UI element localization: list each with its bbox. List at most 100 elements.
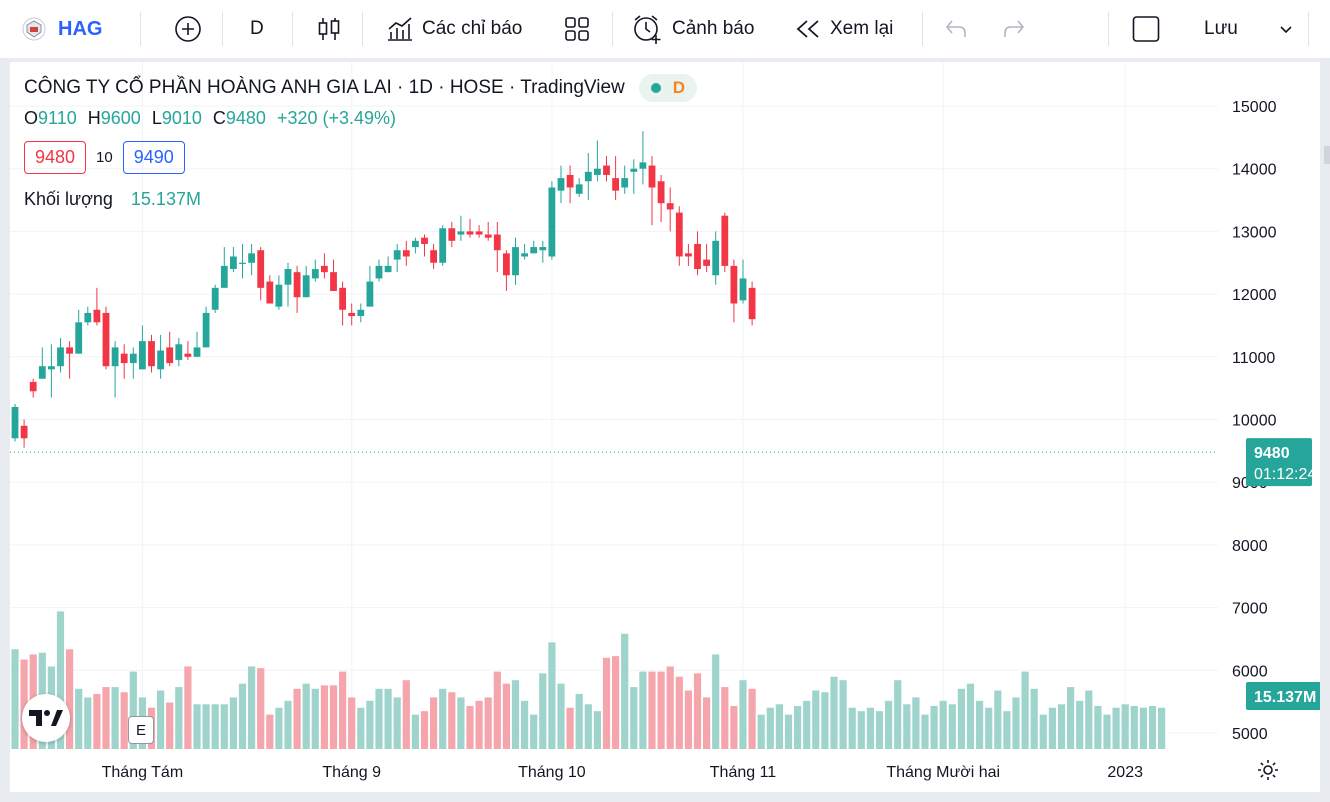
candle-body — [739, 278, 747, 301]
candle-body — [439, 228, 447, 263]
delay-badge-label: D — [672, 78, 686, 97]
interval-button[interactable]: D — [250, 0, 264, 58]
candle-body — [393, 250, 401, 260]
candle-body — [530, 247, 538, 254]
candle-body — [548, 187, 556, 257]
volume-bar — [66, 649, 74, 749]
volume-bar — [11, 649, 19, 749]
pane-resize-handle[interactable] — [1324, 146, 1330, 164]
volume-bar — [211, 704, 219, 749]
time-axis[interactable]: Tháng Tám Tháng 9 Tháng 10 Tháng 11 Tháng Mư… — [102, 764, 1143, 781]
compare-button[interactable] — [174, 0, 202, 58]
candle-body — [566, 174, 574, 188]
volume-bar — [302, 683, 310, 749]
save-button[interactable]: Lưu — [1204, 0, 1238, 58]
volume-bar — [193, 704, 201, 749]
volume-bar — [739, 680, 747, 749]
candle-body — [594, 168, 601, 175]
volume-bar — [866, 707, 874, 749]
chart-settings-button[interactable] — [1256, 758, 1280, 787]
candle-body — [166, 347, 174, 364]
price-axis[interactable]: 1500014000130001200011000100009000800070… — [1232, 99, 1277, 743]
volume-bar — [1103, 714, 1111, 749]
volume-bar — [120, 692, 128, 749]
candle-body — [230, 256, 237, 270]
candle-body — [603, 165, 610, 175]
chevron-down-icon — [1280, 26, 1292, 34]
volume-bar — [602, 657, 611, 749]
volume-bar — [584, 704, 592, 749]
candle-body — [657, 181, 665, 204]
price-chart[interactable]: 1500014000130001200011000100009000800070… — [10, 62, 1320, 792]
volume-bar — [985, 707, 993, 749]
volume-bar — [712, 654, 720, 749]
candle-body — [184, 353, 192, 357]
templates-button[interactable] — [564, 0, 590, 58]
volume-bar — [238, 683, 247, 749]
volume-bar — [957, 688, 965, 749]
volume-bar — [675, 676, 683, 749]
volume-bar — [639, 671, 647, 749]
volume-bar — [430, 697, 438, 749]
volume-bar — [202, 704, 210, 749]
candle-body — [575, 184, 583, 194]
close-value: 9480 — [225, 108, 266, 128]
volume-bar — [521, 700, 529, 749]
templates-icon — [565, 17, 589, 41]
open-value: 9110 — [38, 108, 77, 128]
candle-body — [675, 212, 683, 257]
redo-button[interactable] — [1002, 0, 1026, 58]
candle-body — [384, 265, 392, 273]
volume-bar — [329, 685, 338, 749]
candle-body — [102, 312, 110, 367]
candle-body — [75, 322, 83, 354]
volume-bar — [630, 687, 638, 749]
tradingview-logo-icon — [29, 710, 63, 726]
price-tick-label: 7000 — [1232, 601, 1268, 618]
market-status-badge[interactable]: D — [638, 74, 698, 102]
volume-bar — [320, 685, 328, 749]
candle-body — [412, 240, 419, 248]
volume-bar — [530, 714, 538, 749]
candle-body — [357, 309, 365, 317]
volume-bar — [921, 714, 929, 749]
candle-body — [139, 341, 146, 370]
candle-body — [557, 178, 565, 191]
indicators-button[interactable]: Các chỉ báo — [386, 0, 522, 58]
volume-bar — [621, 633, 629, 749]
candle-body — [148, 341, 155, 367]
price-tick-label: 5000 — [1232, 726, 1268, 743]
candle-body — [66, 347, 73, 354]
symbol-search-button[interactable]: HAG — [22, 0, 102, 58]
chart-type-button[interactable] — [316, 0, 342, 58]
candle-body — [93, 309, 101, 323]
price-tick-label: 14000 — [1232, 162, 1277, 179]
time-tick-label: Tháng Mười hai — [886, 764, 1000, 781]
candle-body — [11, 406, 19, 439]
candle-body — [202, 312, 210, 348]
save-menu-button[interactable] — [1278, 0, 1294, 58]
volume-bar — [593, 711, 601, 749]
candle-body — [20, 425, 28, 439]
alert-button[interactable]: Cảnh báo — [632, 0, 754, 58]
volume-value: 15.137M — [130, 189, 201, 209]
volume-bar — [357, 707, 365, 749]
fullscreen-button[interactable] — [1132, 0, 1160, 58]
redo-icon — [1004, 20, 1025, 37]
candle-body — [321, 265, 328, 273]
volume-bar — [1039, 714, 1047, 749]
sell-price-button[interactable]: 9480 — [24, 141, 87, 174]
candle-body — [512, 247, 519, 276]
low-value: 9010 — [161, 108, 202, 128]
volume-bar — [612, 656, 620, 749]
volume-label: Khối lượng — [24, 189, 113, 209]
events-button[interactable]: E — [128, 716, 154, 744]
buy-price-button[interactable]: 9490 — [122, 141, 185, 174]
tradingview-logo-button[interactable] — [22, 694, 70, 742]
volume-bar — [511, 680, 520, 749]
candle-body — [266, 281, 274, 304]
replay-button[interactable]: Xem lại — [794, 0, 893, 58]
candle-body — [157, 350, 164, 370]
candle-body — [38, 366, 46, 379]
undo-button[interactable] — [944, 0, 968, 58]
